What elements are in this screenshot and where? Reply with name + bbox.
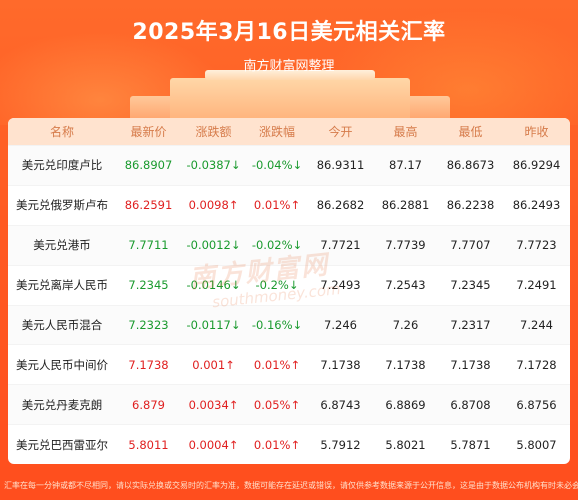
latest-price: 7.7711: [128, 238, 169, 253]
table-row: 美元兑印度卢比 86.8907 -0.0387↓ -0.04%↓ 86.9311…: [8, 145, 570, 185]
open-price: 7.246: [324, 318, 357, 332]
open-price: 6.8743: [320, 397, 361, 412]
low-price: 86.8673: [446, 158, 495, 173]
high-price: 6.8869: [385, 397, 426, 412]
change-percent: -0.2%↓: [255, 278, 299, 293]
column-header-latest: 最新价: [130, 125, 167, 139]
prev-close: 7.1728: [516, 357, 557, 372]
exchange-rate-table: 名称 最新价 涨跌额 涨跌幅 今开 最高 最低 昨收 美元兑印度卢比 86.89…: [8, 118, 570, 464]
table-row: 美元兑离岸人民币 7.2345 -0.0146↓ -0.2%↓ 7.2493 7…: [8, 264, 570, 305]
column-header-change-pct: 涨跌幅: [258, 125, 295, 139]
podium-decoration: [205, 70, 375, 80]
latest-price: 6.879: [132, 397, 165, 412]
column-header-open: 今开: [328, 125, 353, 139]
hero-banner: [0, 0, 578, 125]
latest-price: 86.8907: [124, 158, 173, 173]
latest-price: 5.8011: [128, 437, 169, 452]
latest-price: 7.2345: [128, 278, 169, 293]
column-header-change: 涨跌额: [195, 125, 232, 139]
prev-close: 86.9294: [512, 158, 561, 173]
column-header-prev-close: 昨收: [524, 125, 549, 139]
high-price: 5.8021: [385, 437, 426, 452]
currency-pair-name: 美元兑离岸人民币: [16, 278, 108, 293]
table-row: 美元兑巴西雷亚尔 5.8011 0.0004↑ 0.01%↑ 5.7912 5.…: [8, 424, 570, 464]
currency-pair-name: 美元兑巴西雷亚尔: [16, 437, 108, 452]
table-header-row: 名称 最新价 涨跌额 涨跌幅 今开 最高 最低 昨收: [8, 118, 570, 145]
prev-close: 86.2493: [512, 198, 561, 213]
change-amount: -0.0012↓: [186, 238, 241, 253]
currency-pair-name: 美元兑港币: [33, 238, 91, 253]
column-header-name: 名称: [49, 125, 74, 139]
table-row: 美元兑俄罗斯卢布 86.2591 0.0098↑ 0.01%↑ 86.2682 …: [8, 184, 570, 225]
open-price: 7.1738: [320, 357, 361, 372]
change-percent: -0.04%↓: [251, 158, 303, 173]
open-price: 7.7721: [320, 238, 361, 253]
open-price: 5.7912: [320, 437, 361, 452]
podium-decoration: [170, 78, 410, 122]
currency-pair-name: 美元兑印度卢比: [21, 158, 103, 173]
change-amount: -0.0117↓: [186, 318, 241, 332]
table-row: 美元兑丹麦克朗 6.879 0.0034↑ 0.05%↑ 6.8743 6.88…: [8, 384, 570, 425]
open-price: 86.9311: [316, 158, 365, 173]
low-price: 6.8708: [450, 397, 491, 412]
prev-close: 7.244: [520, 318, 553, 332]
high-price: 7.2543: [385, 278, 426, 293]
latest-price: 86.2591: [124, 198, 173, 213]
low-price: 7.2317: [450, 318, 491, 332]
prev-close: 6.8756: [516, 397, 557, 412]
page-subtitle: 南方财富网整理: [243, 59, 335, 74]
open-price: 7.2493: [320, 278, 361, 293]
change-amount: 0.0098↑: [188, 198, 239, 213]
low-price: 7.7707: [450, 238, 491, 253]
high-price: 86.2881: [381, 198, 430, 213]
table-row: 美元人民币混合 7.2323 -0.0117↓ -0.16%↓ 7.246 7.…: [8, 304, 570, 345]
page-title: 2025年3月16日美元相关汇率: [132, 20, 446, 45]
change-percent: -0.16%↓: [251, 318, 303, 332]
column-header-high: 最高: [393, 125, 418, 139]
change-percent: -0.02%↓: [251, 238, 303, 253]
change-percent: 0.05%↑: [253, 397, 301, 412]
table-row: 美元兑港币 7.7711 -0.0012↓ -0.02%↓ 7.7721 7.7…: [8, 224, 570, 265]
latest-price: 7.1738: [128, 357, 169, 372]
disclaimer-footer: 汇率在每一分钟或都不尽相同，请以实际兑换或交易时的汇率为准，数据可能存在延迟或错…: [4, 480, 578, 490]
currency-pair-name: 美元人民币混合: [21, 318, 103, 332]
latest-price: 7.2323: [128, 318, 169, 332]
currency-pair-name: 美元兑丹麦克朗: [21, 397, 103, 412]
prev-close: 7.2491: [516, 278, 557, 293]
change-percent: 0.01%↑: [253, 357, 301, 372]
high-price: 7.1738: [385, 357, 426, 372]
low-price: 7.2345: [450, 278, 491, 293]
change-percent: 0.01%↑: [253, 437, 301, 452]
high-price: 87.17: [389, 158, 422, 173]
change-amount: 0.0004↑: [188, 437, 239, 452]
low-price: 86.2238: [446, 198, 495, 213]
currency-pair-name: 美元兑俄罗斯卢布: [16, 198, 108, 213]
prev-close: 7.7723: [516, 238, 557, 253]
high-price: 7.26: [392, 318, 419, 332]
prev-close: 5.8007: [516, 437, 557, 452]
column-header-low: 最低: [458, 125, 483, 139]
change-percent: 0.01%↑: [253, 198, 301, 213]
low-price: 5.7871: [450, 437, 491, 452]
change-amount: 0.001↑: [192, 357, 235, 372]
high-price: 7.7739: [385, 238, 426, 253]
change-amount: 0.0034↑: [188, 397, 239, 412]
currency-pair-name: 美元人民币中间价: [16, 357, 108, 372]
change-amount: -0.0387↓: [186, 158, 241, 173]
low-price: 7.1738: [450, 357, 491, 372]
table-row: 美元人民币中间价 7.1738 0.001↑ 0.01%↑ 7.1738 7.1…: [8, 344, 570, 384]
open-price: 86.2682: [316, 198, 365, 213]
table-body: 美元兑印度卢比 86.8907 -0.0387↓ -0.04%↓ 86.9311…: [8, 145, 570, 464]
change-amount: -0.0146↓: [186, 278, 241, 293]
